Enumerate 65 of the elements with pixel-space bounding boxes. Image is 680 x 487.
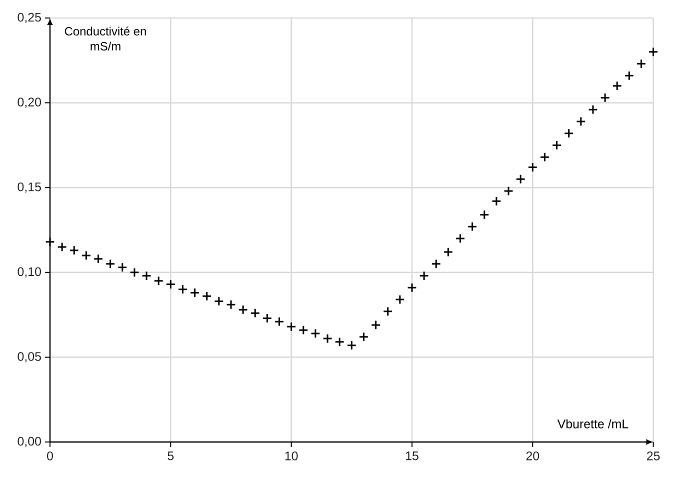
y-tick-label: 0,00 <box>18 436 41 448</box>
point <box>600 92 610 103</box>
point <box>552 140 562 150</box>
point <box>443 247 454 257</box>
y-tick-label: 0,10 <box>18 267 41 278</box>
point <box>130 267 140 278</box>
point <box>358 332 369 342</box>
point <box>93 254 104 264</box>
point <box>431 258 442 269</box>
y-tick-label: 0,05 <box>18 352 41 362</box>
y-tick-label: 0,15 <box>18 182 41 193</box>
x-tick-label: 20 <box>526 452 540 460</box>
x-tick-label: 15 <box>406 452 418 460</box>
point <box>588 104 598 115</box>
point <box>612 80 622 91</box>
x-tick-label: 25 <box>647 452 660 460</box>
point <box>334 336 345 347</box>
point <box>394 294 405 304</box>
point <box>238 304 248 315</box>
point <box>528 162 538 172</box>
point <box>274 316 284 327</box>
point <box>516 174 526 184</box>
point <box>298 325 308 336</box>
point <box>636 58 646 69</box>
point <box>648 46 658 57</box>
point <box>576 116 586 126</box>
y-axis-title: Conductivité en mS/m <box>64 26 146 50</box>
point <box>322 334 332 344</box>
point <box>226 300 236 310</box>
y-tick-label: 0,20 <box>18 98 41 108</box>
point <box>540 152 550 162</box>
point <box>564 128 574 138</box>
point <box>45 236 55 247</box>
point <box>262 313 272 324</box>
point <box>624 70 634 81</box>
point <box>467 222 478 232</box>
point <box>154 276 164 286</box>
point <box>286 322 296 332</box>
point <box>166 279 176 290</box>
x-tick-label: 5 <box>168 452 174 460</box>
y-tick-label: 0,25 <box>18 12 41 24</box>
point <box>419 270 429 281</box>
point <box>491 196 502 206</box>
point <box>455 234 466 244</box>
point <box>250 308 260 318</box>
x-tick-label: 10 <box>285 452 298 460</box>
point <box>105 258 116 269</box>
point <box>479 210 490 220</box>
point <box>142 270 152 281</box>
point <box>407 282 417 293</box>
point <box>69 245 80 256</box>
point <box>178 284 188 294</box>
point <box>346 340 357 350</box>
point <box>370 320 381 330</box>
point <box>117 262 128 272</box>
point <box>310 328 320 338</box>
point <box>382 306 393 316</box>
point <box>190 288 200 298</box>
point <box>214 296 224 306</box>
point <box>202 291 212 302</box>
point <box>504 186 514 196</box>
x-tick-label: 0 <box>47 452 53 460</box>
point <box>57 242 68 252</box>
x-axis-title: Vburette /mL <box>557 419 628 428</box>
point <box>81 250 92 260</box>
